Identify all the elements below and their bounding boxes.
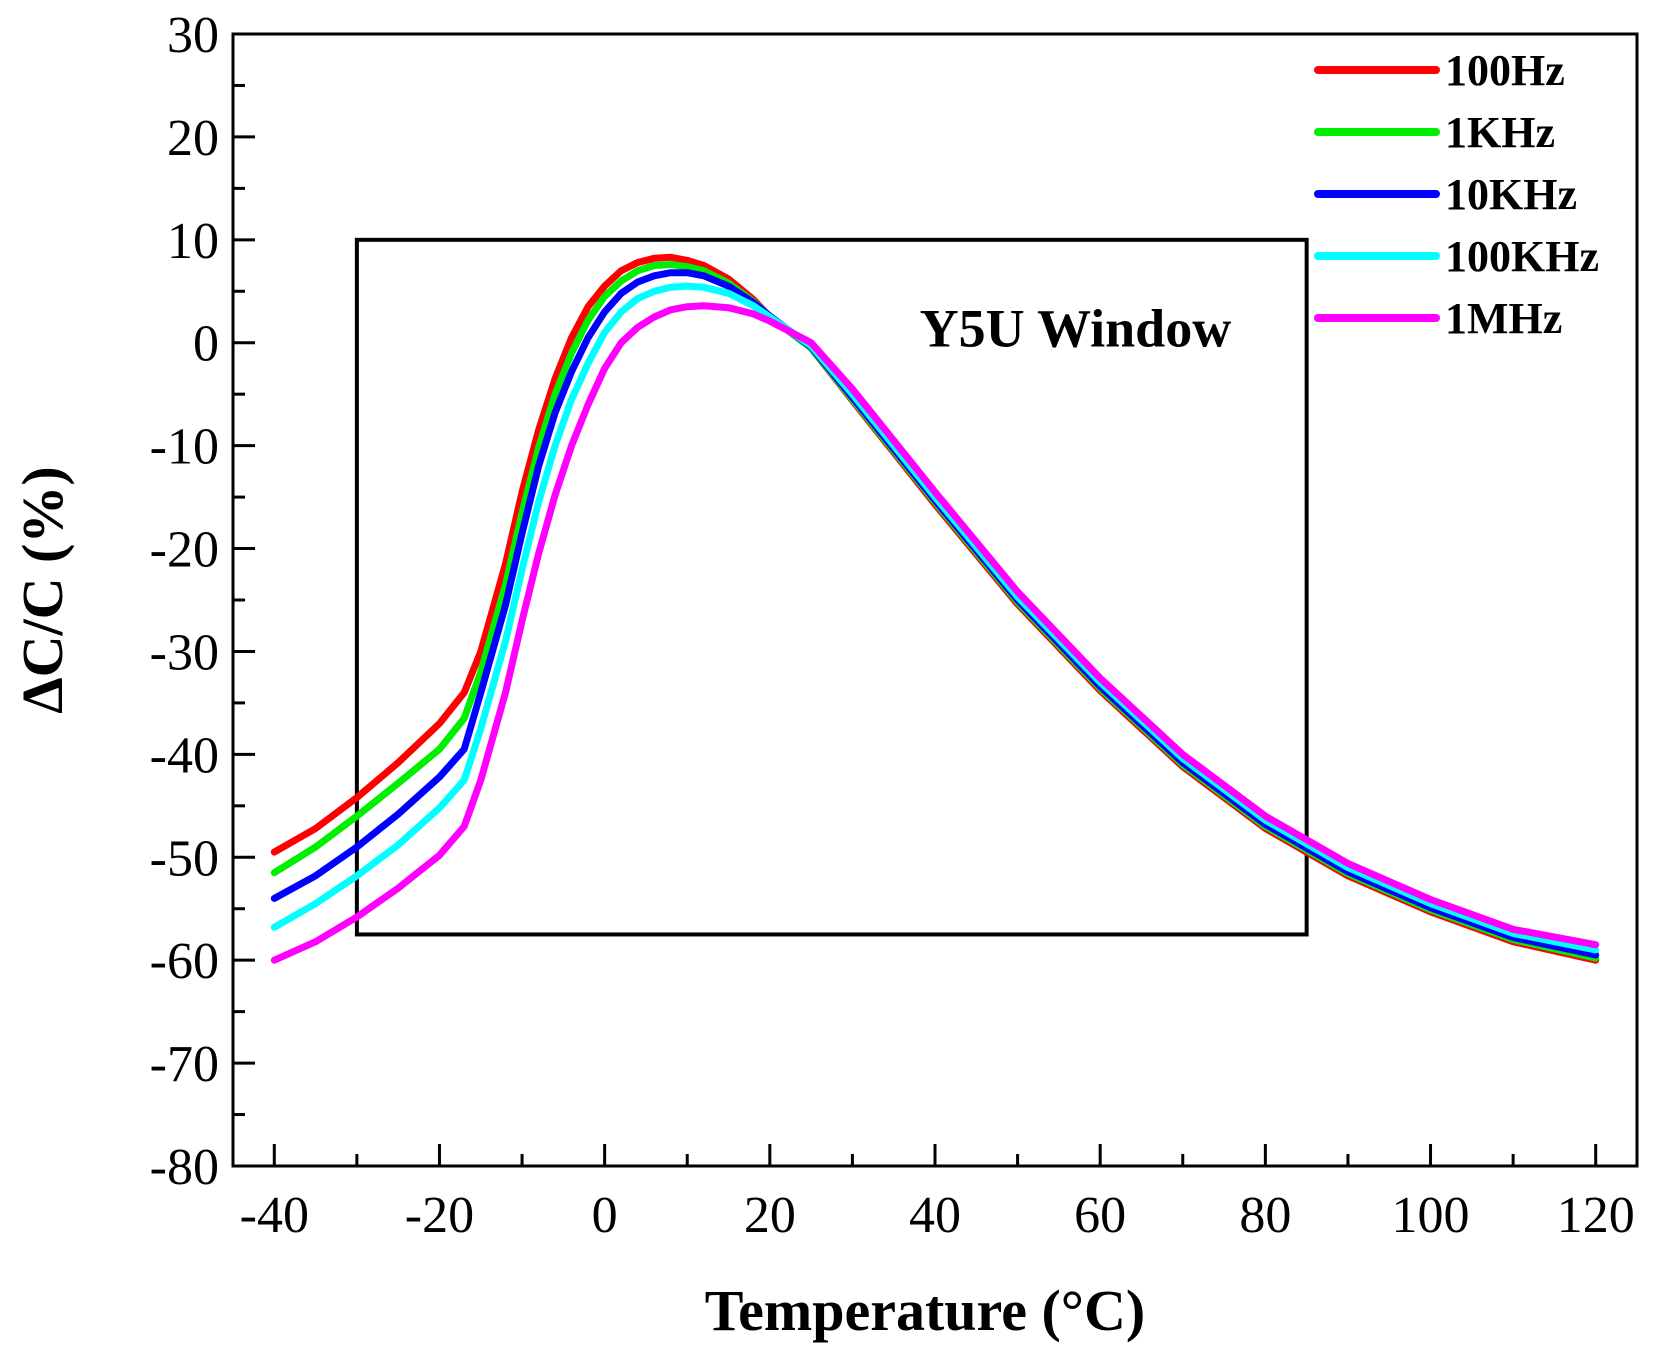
x-tick-label: 20 <box>744 1187 796 1244</box>
x-tick-label: 120 <box>1557 1187 1635 1244</box>
x-tick-label: 0 <box>592 1187 618 1244</box>
y-tick-labels: 30 20 10 0 -10 -20 -30 -40 -50 -60 -70 -80 <box>150 7 219 1196</box>
y-tick-label: -50 <box>150 830 219 887</box>
series-line-10KHz <box>270 269 1600 959</box>
y-tick-label: -20 <box>150 522 219 579</box>
legend-label: 1KHz <box>1445 108 1555 157</box>
legend-label: 100Hz <box>1445 46 1565 95</box>
y-tick-label: -70 <box>150 1036 219 1093</box>
x-tick-label: 100 <box>1392 1187 1470 1244</box>
legend-label: 100KHz <box>1445 232 1599 281</box>
y-tick-label: 30 <box>167 7 219 64</box>
legend-label: 10KHz <box>1445 170 1577 219</box>
y-tick-label: -60 <box>150 933 219 990</box>
y-tick-label: 20 <box>167 110 219 167</box>
y-tick-label: -10 <box>150 419 219 476</box>
y-tick-label: 10 <box>167 213 219 270</box>
series-line-100KHz <box>270 282 1600 954</box>
y-tick-label: -30 <box>150 624 219 681</box>
y-axis-title: ΔC/C (%) <box>10 466 75 713</box>
x-tick-labels: -40 -20 0 20 40 60 80 100 120 <box>240 1187 1635 1244</box>
series-group <box>270 253 1600 964</box>
y-tick-label: 0 <box>193 316 219 373</box>
series-line-100Hz <box>270 253 1600 964</box>
window-box-group <box>354 237 1309 937</box>
y-tick-label: -40 <box>150 727 219 784</box>
window-box <box>354 237 1309 937</box>
series-line-1KHz <box>270 261 1600 962</box>
plot-frame <box>231 32 1639 1168</box>
x-tick-label: -40 <box>240 1187 309 1244</box>
window-annotation: Y5U Window <box>920 299 1232 359</box>
x-tick-label: -20 <box>405 1187 474 1244</box>
x-tick-label: 80 <box>1239 1187 1291 1244</box>
legend-label: 1MHz <box>1445 294 1562 343</box>
x-tick-label: 60 <box>1074 1187 1126 1244</box>
legend: 100Hz 1KHz 10KHz 100KHz 1MHz <box>1314 46 1599 343</box>
y-tick-label: -80 <box>150 1139 219 1196</box>
axis-ticks <box>233 32 1598 1168</box>
x-tick-label: 40 <box>909 1187 961 1244</box>
series-line-1MHz <box>270 302 1600 964</box>
x-axis-title: Temperature (°C) <box>705 1278 1145 1343</box>
